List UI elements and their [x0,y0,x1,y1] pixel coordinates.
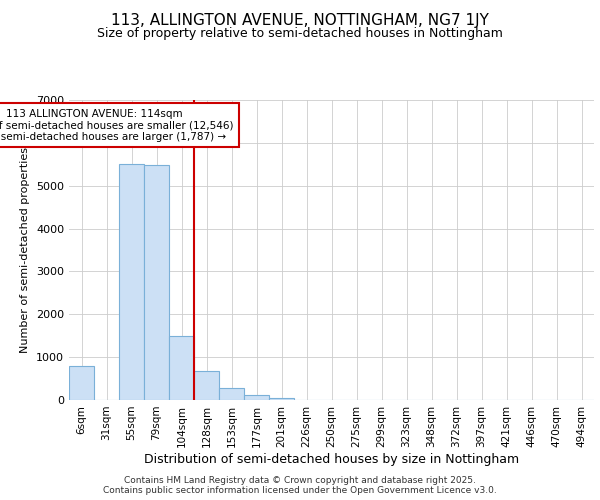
Text: Size of property relative to semi-detached houses in Nottingham: Size of property relative to semi-detach… [97,28,503,40]
Text: Contains HM Land Registry data © Crown copyright and database right 2025.
Contai: Contains HM Land Registry data © Crown c… [103,476,497,495]
Bar [144,165,169,400]
Text: 113, ALLINGTON AVENUE, NOTTINGHAM, NG7 1JY: 113, ALLINGTON AVENUE, NOTTINGHAM, NG7 1… [111,12,489,28]
Bar [219,388,244,400]
Text: 113 ALLINGTON AVENUE: 114sqm
← 87% of semi-detached houses are smaller (12,546)
: 113 ALLINGTON AVENUE: 114sqm ← 87% of se… [0,108,234,142]
X-axis label: Distribution of semi-detached houses by size in Nottingham: Distribution of semi-detached houses by … [144,452,519,466]
Bar [269,398,294,400]
Bar [169,336,194,400]
Bar [119,164,144,400]
Bar [69,366,94,400]
Y-axis label: Number of semi-detached properties: Number of semi-detached properties [20,147,31,353]
Bar [194,371,219,400]
Bar [244,395,269,400]
